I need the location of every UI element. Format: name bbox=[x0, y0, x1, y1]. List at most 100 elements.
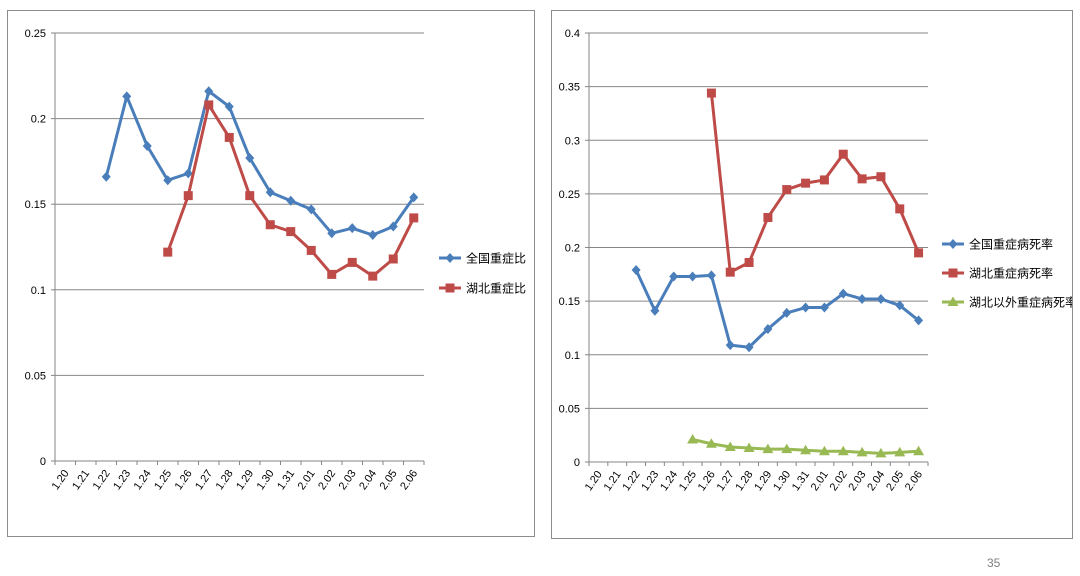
x-tick-label: 2.03 bbox=[337, 468, 359, 492]
x-tick-label: 1.29 bbox=[752, 469, 774, 493]
data-point bbox=[801, 302, 811, 313]
data-point bbox=[265, 220, 275, 230]
y-tick-label: 0.35 bbox=[559, 82, 580, 94]
legend-label: 湖北以外重症病死率 bbox=[969, 295, 1072, 310]
legend-label: 湖北重症比 bbox=[466, 281, 526, 296]
data-point bbox=[782, 307, 792, 318]
data-point bbox=[368, 230, 378, 241]
x-axis: 1.201.211.221.231.241.251.261.271.281.29… bbox=[50, 460, 425, 492]
data-point bbox=[744, 342, 754, 353]
data-point bbox=[724, 441, 736, 451]
data-point bbox=[706, 270, 716, 281]
series-1 bbox=[163, 100, 419, 281]
y-tick-label: 0.25 bbox=[559, 189, 580, 201]
x-tick-label: 1.26 bbox=[173, 468, 195, 492]
data-point bbox=[781, 443, 793, 454]
data-point bbox=[327, 269, 337, 279]
data-point bbox=[895, 300, 905, 311]
data-point bbox=[894, 446, 906, 457]
data-point bbox=[245, 191, 255, 201]
x-tick-label: 1.24 bbox=[658, 469, 680, 493]
y-tick-label: 0 bbox=[574, 457, 580, 469]
data-point bbox=[818, 445, 830, 456]
x-tick-label: 1.20 bbox=[583, 469, 605, 493]
x-tick-label: 1.30 bbox=[255, 468, 277, 492]
data-point bbox=[875, 447, 887, 458]
x-tick-label: 2.06 bbox=[398, 468, 420, 492]
x-tick-label: 1.28 bbox=[214, 468, 236, 492]
data-point bbox=[782, 185, 792, 195]
data-point bbox=[224, 101, 234, 112]
x-tick-label: 2.04 bbox=[357, 468, 379, 492]
legend-marker bbox=[947, 296, 959, 306]
data-point bbox=[838, 149, 848, 159]
data-point bbox=[388, 221, 398, 232]
y-tick-label: 0.1 bbox=[31, 285, 46, 297]
legend-item: 湖北以外重症病死率 bbox=[942, 295, 1072, 310]
x-axis: 1.201.211.221.231.241.251.261.271.281.29… bbox=[583, 461, 929, 493]
y-tick-label: 0.15 bbox=[25, 199, 46, 211]
y-tick-label: 0.25 bbox=[25, 28, 46, 40]
data-point bbox=[819, 175, 829, 185]
x-tick-label: 1.22 bbox=[620, 469, 642, 493]
y-tick-label: 0.15 bbox=[559, 296, 580, 308]
data-point bbox=[725, 340, 735, 351]
series-0 bbox=[101, 86, 419, 241]
data-point bbox=[763, 212, 773, 222]
x-tick-label: 1.20 bbox=[50, 468, 72, 492]
series-line bbox=[709, 91, 921, 274]
legend-item: 全国重症比 bbox=[439, 251, 526, 266]
series-1 bbox=[706, 88, 924, 277]
right-chart-panel: 0 0.05 0.1 0.15 0.2 0.25 0.3 0.35 0.4 1.20 1.21 1.2… bbox=[551, 10, 1073, 539]
data-point bbox=[914, 248, 924, 258]
series-line bbox=[104, 89, 416, 237]
data-point bbox=[204, 100, 214, 110]
legend-item: 湖北重症病死率 bbox=[942, 266, 1053, 281]
right-chart: 00.050.10.150.20.250.30.350.41.201.211.2… bbox=[559, 28, 1072, 493]
left-chart: 00.050.10.150.20.251.201.211.221.231.241… bbox=[25, 28, 526, 492]
data-point bbox=[801, 178, 811, 188]
data-point bbox=[650, 305, 660, 316]
x-tick-label: 2.03 bbox=[846, 469, 868, 493]
x-tick-label: 2.01 bbox=[296, 468, 318, 492]
data-point bbox=[327, 228, 337, 239]
data-point bbox=[856, 446, 868, 457]
data-point bbox=[265, 187, 275, 198]
legend-marker bbox=[948, 239, 958, 249]
data-point bbox=[837, 445, 849, 456]
data-point bbox=[306, 245, 316, 255]
series-0 bbox=[631, 265, 924, 353]
data-point bbox=[631, 265, 641, 276]
data-point bbox=[286, 227, 296, 237]
x-tick-label: 1.25 bbox=[677, 469, 699, 493]
data-point bbox=[706, 88, 716, 98]
x-tick-label: 2.04 bbox=[865, 469, 887, 493]
x-tick-label: 1.27 bbox=[715, 469, 737, 493]
x-tick-label: 1.31 bbox=[790, 469, 812, 493]
x-tick-label: 1.29 bbox=[234, 468, 256, 492]
x-tick-label: 1.25 bbox=[152, 468, 174, 492]
series-2 bbox=[687, 433, 925, 458]
y-tick-label: 0.1 bbox=[565, 350, 580, 362]
data-point bbox=[705, 438, 717, 448]
legend-label: 全国重症比 bbox=[466, 251, 526, 266]
x-tick-label: 1.28 bbox=[733, 469, 755, 493]
x-tick-label: 2.05 bbox=[378, 468, 400, 492]
data-point bbox=[306, 204, 316, 215]
data-point bbox=[762, 443, 774, 454]
page-number: 35 bbox=[987, 556, 1001, 570]
data-point bbox=[743, 442, 755, 453]
data-point bbox=[101, 171, 111, 182]
y-axis: 0 0.05 0.1 0.15 0.2 0.25 0.3 0.35 0.4 bbox=[559, 28, 590, 469]
y-tick-label: 0.3 bbox=[565, 135, 580, 147]
data-point bbox=[204, 86, 214, 97]
x-tick-label: 1.24 bbox=[132, 468, 154, 492]
y-axis: 0 0.05 0.1 0.15 0.2 0.25 bbox=[25, 28, 56, 468]
series-line bbox=[166, 103, 416, 278]
x-tick-label: 1.26 bbox=[696, 469, 718, 493]
legend-item: 全国重症病死率 bbox=[942, 237, 1053, 252]
data-point bbox=[347, 223, 357, 234]
x-tick-label: 2.06 bbox=[903, 469, 925, 493]
left-chart-panel: 0 0.05 0.1 0.15 0.2 0.25 1.20 1.21 1.22 1.23 1.24 1… bbox=[7, 10, 535, 537]
